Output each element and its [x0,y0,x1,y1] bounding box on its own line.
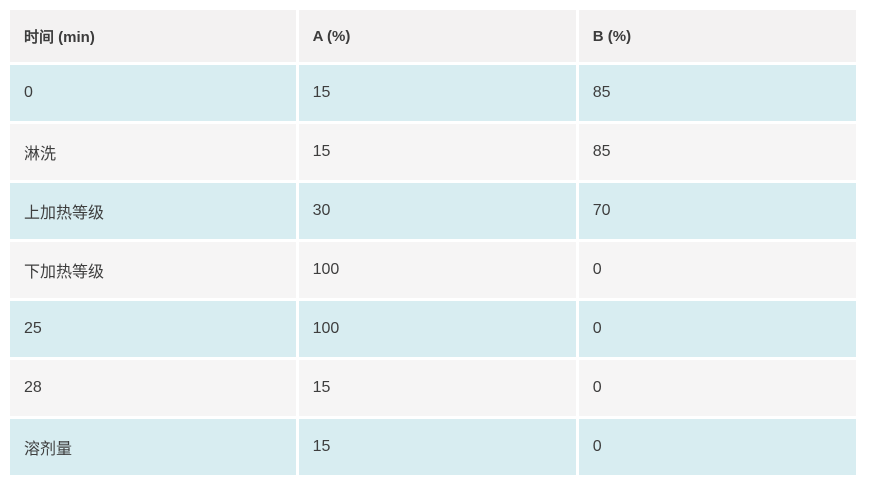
table-row: 25 100 0 [10,301,856,357]
header-cell: 时间 (min) [10,10,296,62]
table-header: 时间 (min) A (%) B (%) [10,10,856,62]
table-cell: 15 [298,124,576,180]
table-cell: 15 [298,419,576,475]
table-cell: 30 [298,183,576,239]
table-body: 0 15 85 淋洗 15 85 上加热等级 30 70 下加热等级 100 0 25 100 0 28 15 0… [10,65,856,475]
header-row: 时间 (min) A (%) B (%) [10,10,856,62]
table-cell: 0 [578,419,856,475]
table-cell: 25 [10,301,296,357]
table-row: 下加热等级 100 0 [10,242,856,298]
table-cell: 上加热等级 [10,183,296,239]
table-row: 溶剂量 15 0 [10,419,856,475]
table-row: 淋洗 15 85 [10,124,856,180]
table-cell: 溶剂量 [10,419,296,475]
table-cell: 15 [298,360,576,416]
table-row: 0 15 85 [10,65,856,121]
table-row: 上加热等级 30 70 [10,183,856,239]
table-cell: 0 [578,360,856,416]
gradient-table: 时间 (min) A (%) B (%) 0 15 85 淋洗 15 85 上加热等级 30 70 下… [7,7,859,478]
table-cell: 下加热等级 [10,242,296,298]
table-cell: 85 [578,65,856,121]
header-cell: B (%) [578,10,856,62]
table-cell: 70 [578,183,856,239]
table-cell: 淋洗 [10,124,296,180]
table-cell: 0 [578,242,856,298]
table-cell: 0 [10,65,296,121]
table-cell: 28 [10,360,296,416]
table-cell: 85 [578,124,856,180]
table-row: 28 15 0 [10,360,856,416]
table-cell: 15 [298,65,576,121]
table-cell: 0 [578,301,856,357]
table-cell: 100 [298,301,576,357]
header-cell: A (%) [298,10,576,62]
table-cell: 100 [298,242,576,298]
